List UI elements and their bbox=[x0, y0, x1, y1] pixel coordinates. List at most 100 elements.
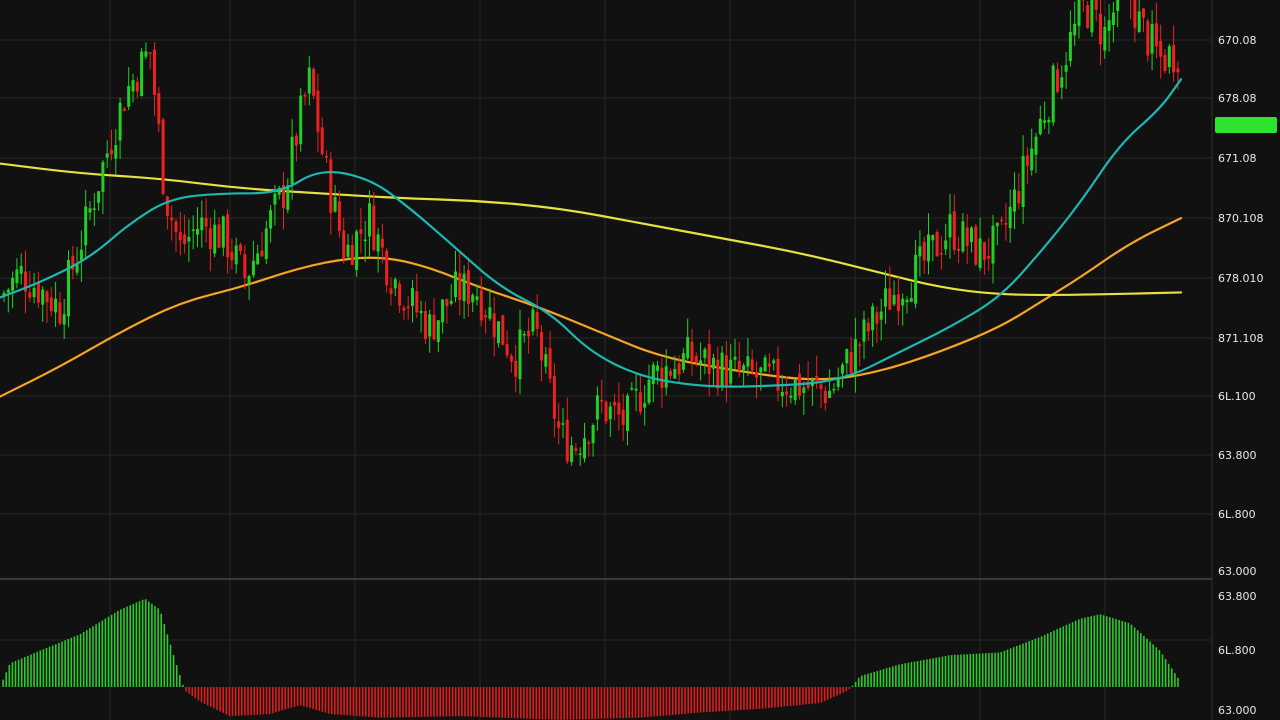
candle-body bbox=[1077, 0, 1081, 26]
candle-body bbox=[32, 287, 36, 298]
candle-body bbox=[565, 419, 569, 462]
indicator-axis-tick-label: 6L.800 bbox=[1218, 644, 1256, 657]
moving-average-fast-line bbox=[0, 78, 1183, 388]
candle-body bbox=[841, 364, 844, 374]
candle-body bbox=[1116, 0, 1120, 12]
candle-body bbox=[604, 401, 608, 422]
candle-body bbox=[398, 283, 402, 306]
candle-body bbox=[462, 273, 466, 302]
candle-body bbox=[359, 229, 363, 234]
candle-body bbox=[183, 234, 187, 244]
candle-body bbox=[380, 238, 384, 248]
candle-body bbox=[531, 309, 535, 332]
candle-body bbox=[703, 349, 707, 359]
candle-body bbox=[406, 306, 410, 309]
candlestick-series bbox=[2, 0, 1180, 466]
candle-body bbox=[337, 201, 341, 231]
indicator-axis-tick-label: 63.800 bbox=[1218, 590, 1257, 603]
candle-body bbox=[634, 388, 638, 391]
candle-body bbox=[196, 228, 199, 235]
candle-body bbox=[1137, 11, 1141, 33]
candle-body bbox=[587, 442, 591, 444]
candle-body bbox=[325, 156, 328, 158]
candle-body bbox=[909, 298, 913, 302]
candle-body bbox=[372, 205, 376, 250]
candle-body bbox=[475, 296, 479, 301]
candle-body bbox=[789, 395, 793, 398]
candle-body bbox=[1056, 69, 1059, 92]
candle-body bbox=[342, 230, 346, 259]
candle-body bbox=[6, 289, 10, 293]
candle-body bbox=[105, 153, 109, 158]
candle-body bbox=[497, 321, 500, 344]
candle-body bbox=[952, 211, 956, 250]
candle-body bbox=[54, 298, 58, 313]
candle-body bbox=[294, 135, 298, 146]
candle-body bbox=[458, 272, 462, 301]
candle-body bbox=[548, 348, 552, 379]
candle-body bbox=[264, 228, 268, 260]
candle-body bbox=[428, 314, 432, 337]
candle-body bbox=[1021, 155, 1025, 207]
candle-body bbox=[75, 263, 79, 273]
candle-body bbox=[226, 214, 230, 258]
candle-body bbox=[995, 222, 999, 227]
candle-body bbox=[1051, 65, 1055, 123]
price-axis-tick-label: 670.08 bbox=[1218, 34, 1257, 47]
candle-body bbox=[1030, 148, 1034, 171]
moving-average-mid-line bbox=[0, 217, 1183, 398]
candle-body bbox=[759, 367, 763, 373]
candle-body bbox=[479, 290, 483, 321]
candle-body bbox=[256, 253, 260, 265]
current-price-badge bbox=[1215, 117, 1277, 133]
candle-body bbox=[1154, 23, 1158, 47]
candle-body bbox=[1064, 65, 1068, 72]
candle-body bbox=[892, 295, 896, 305]
candle-body bbox=[307, 67, 311, 94]
candle-body bbox=[901, 298, 905, 306]
candle-body bbox=[402, 307, 406, 311]
candle-body bbox=[570, 445, 574, 463]
candle-body bbox=[651, 364, 655, 384]
candle-body bbox=[333, 197, 337, 212]
candle-body bbox=[871, 306, 875, 331]
candle-body bbox=[561, 423, 565, 425]
candle-body bbox=[88, 208, 92, 213]
candle-body bbox=[24, 271, 27, 292]
candle-body bbox=[436, 320, 440, 342]
price-axis-tick-label: 63.000 bbox=[1218, 565, 1257, 578]
candle-body bbox=[927, 234, 930, 262]
candle-body bbox=[720, 352, 724, 388]
candle-body bbox=[987, 255, 991, 259]
candle-body bbox=[591, 425, 595, 444]
candle-body bbox=[823, 390, 827, 404]
candle-body bbox=[1163, 54, 1167, 71]
candle-body bbox=[802, 387, 806, 393]
candle-body bbox=[110, 149, 113, 155]
candle-body bbox=[174, 221, 178, 233]
candle-body bbox=[1111, 12, 1115, 25]
candle-body bbox=[1094, 0, 1098, 10]
candle-body bbox=[1038, 118, 1042, 135]
candle-body bbox=[329, 159, 333, 214]
candle-body bbox=[230, 252, 234, 261]
candle-body bbox=[918, 246, 922, 257]
candle-body bbox=[677, 363, 681, 375]
candle-body bbox=[1043, 120, 1047, 123]
price-axis: 670.08 678.08 671.08 870.108 678.010 871.108 6… bbox=[1218, 34, 1264, 717]
candle-body bbox=[621, 409, 625, 425]
candle-body bbox=[290, 136, 294, 184]
candle-body bbox=[153, 49, 156, 95]
price-axis-tick-label: 6L.100 bbox=[1218, 390, 1256, 403]
candle-body bbox=[664, 366, 668, 388]
candle-body bbox=[1172, 44, 1176, 73]
candle-body bbox=[509, 355, 513, 362]
candle-body bbox=[767, 363, 771, 367]
candle-body bbox=[45, 291, 49, 303]
candle-body bbox=[978, 238, 982, 268]
candle-body bbox=[1176, 68, 1180, 73]
candle-body bbox=[131, 80, 135, 92]
candle-body bbox=[583, 438, 586, 459]
candle-body bbox=[19, 265, 23, 274]
candle-body bbox=[432, 314, 436, 340]
